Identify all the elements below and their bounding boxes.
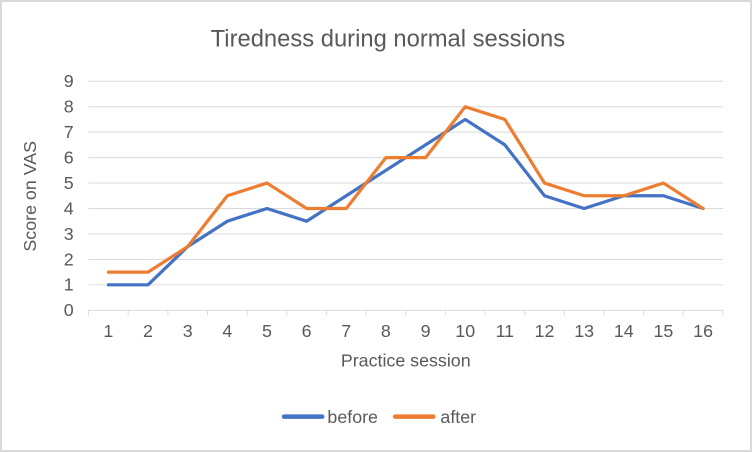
x-tick-label-10: 10 [455,321,475,341]
y-tick-label-0: 0 [64,300,74,320]
y-tick-label-4: 4 [64,198,74,218]
x-axis-title: Practice session [341,351,471,371]
y-tick-label-3: 3 [64,224,74,244]
y-tick-label-8: 8 [64,97,74,117]
legend-swatch-after [392,414,436,419]
x-tick-label-8: 8 [381,321,391,341]
x-tick-label-15: 15 [654,321,674,341]
legend: before after [281,407,476,427]
x-tick-label-12: 12 [535,321,555,341]
x-tick-label-1: 1 [103,321,113,341]
x-tick-label-11: 11 [496,321,515,341]
y-tick-label-6: 6 [64,148,74,168]
gridlines [88,80,723,311]
legend-swatch-before [281,414,325,419]
chart-title: Tiredness during normal sessions [211,26,566,53]
x-tick-label-13: 13 [574,321,594,341]
x-tick-label-2: 2 [143,321,153,341]
series-line-before [106,117,705,287]
y-tick-label-7: 7 [64,122,74,142]
series-line-after [106,105,705,274]
axis-ticks [88,310,724,316]
y-tick-label-2: 2 [64,249,74,269]
x-tick-label-7: 7 [341,321,351,341]
series-lines [106,105,705,287]
x-tick-label-5: 5 [262,321,272,341]
x-tick-label-3: 3 [183,321,193,341]
x-tick-label-6: 6 [302,321,312,341]
y-tick-label-5: 5 [64,173,74,193]
y-axis-title: Score on VAS [20,141,40,252]
x-tick-label-4: 4 [222,321,232,341]
x-tick-label-14: 14 [614,321,634,341]
x-tick-label-9: 9 [421,321,431,341]
legend-label-before: before [327,407,378,427]
y-tick-label-9: 9 [64,71,74,91]
x-axis-tick-labels: 1 2 3 4 5 6 7 8 9 10 11 12 13 14 15 16 [103,321,713,341]
y-axis-tick-labels: 0 1 2 3 4 5 6 7 8 9 [64,71,74,320]
legend-label-after: after [440,407,476,427]
x-tick-label-16: 16 [693,321,713,341]
y-tick-label-1: 1 [64,275,74,295]
